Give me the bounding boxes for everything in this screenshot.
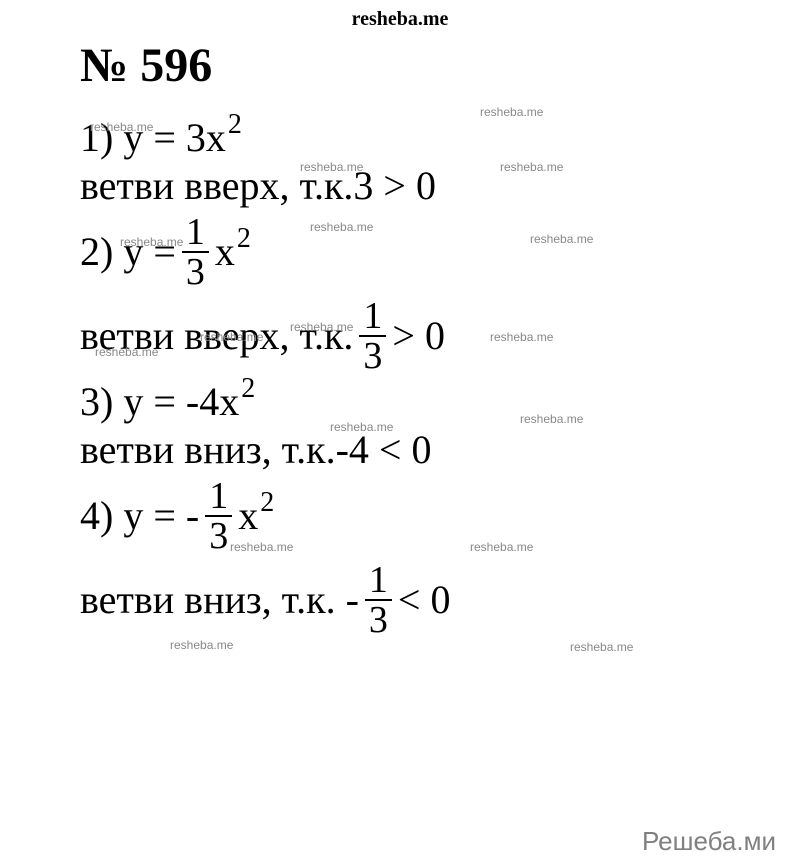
ans4-num: 1: [365, 561, 392, 601]
eq4-num: 1: [205, 477, 232, 517]
ans1-val: 3 > 0: [353, 165, 436, 207]
idx-2: 2): [80, 231, 113, 273]
ans1-prefix: ветви вверх, т.к.: [80, 165, 353, 207]
ans4-val: < 0: [398, 579, 451, 621]
ans2-den: 3: [359, 337, 386, 375]
idx-4: 4): [80, 495, 113, 537]
ans2-num: 1: [359, 297, 386, 337]
eq-3: 3) y = -4x 2: [80, 381, 730, 423]
eq-1: 1) y = 3x 2: [80, 117, 730, 159]
eq1-body: y = 3x: [123, 117, 226, 159]
eq2-den: 3: [182, 253, 209, 291]
ans3-val: -4 < 0: [336, 429, 432, 471]
ans4-den: 3: [365, 601, 392, 639]
ans-4: ветви вниз, т.к. - 1 3 < 0: [80, 561, 730, 639]
eq4-x: x: [238, 495, 258, 537]
eq2-sup: 2: [237, 224, 251, 253]
eq4-sup: 2: [260, 488, 274, 517]
watermark: resheba.me: [170, 638, 233, 652]
ans3-prefix: ветви вниз, т.к.: [80, 429, 336, 471]
content: № 596 1) y = 3x 2 ветви вверх, т.к. 3 > …: [0, 31, 800, 639]
eq3-sup: 2: [241, 374, 255, 403]
watermark: resheba.me: [570, 640, 633, 654]
eq4-frac: 1 3: [205, 477, 232, 555]
eq3-body: y = -4x: [123, 381, 239, 423]
eq2-num: 1: [182, 213, 209, 253]
eq2-body: y =: [123, 231, 176, 273]
eq4-body: y = -: [123, 495, 199, 537]
problem-number: № 596: [80, 41, 730, 111]
ans-2: ветви вверх, т.к. 1 3 > 0: [80, 297, 730, 375]
eq-2: 2) y = 1 3 x 2: [80, 213, 730, 291]
eq2-frac: 1 3: [182, 213, 209, 291]
idx-1: 1): [80, 117, 113, 159]
ans4-prefix: ветви вниз, т.к. -: [80, 579, 359, 621]
ans-3: ветви вниз, т.к. -4 < 0: [80, 429, 730, 471]
ans-1: ветви вверх, т.к. 3 > 0: [80, 165, 730, 207]
idx-3: 3): [80, 381, 113, 423]
eq-4: 4) y = - 1 3 x 2: [80, 477, 730, 555]
page-header: resheba.me: [0, 0, 800, 31]
footer-brand: Решеба.ми: [642, 826, 776, 857]
eq2-x: x: [215, 231, 235, 273]
ans2-val: > 0: [392, 315, 445, 357]
ans4-frac: 1 3: [365, 561, 392, 639]
ans2-frac: 1 3: [359, 297, 386, 375]
eq4-den: 3: [205, 517, 232, 555]
eq1-sup: 2: [228, 110, 242, 139]
ans2-prefix: ветви вверх, т.к.: [80, 315, 353, 357]
